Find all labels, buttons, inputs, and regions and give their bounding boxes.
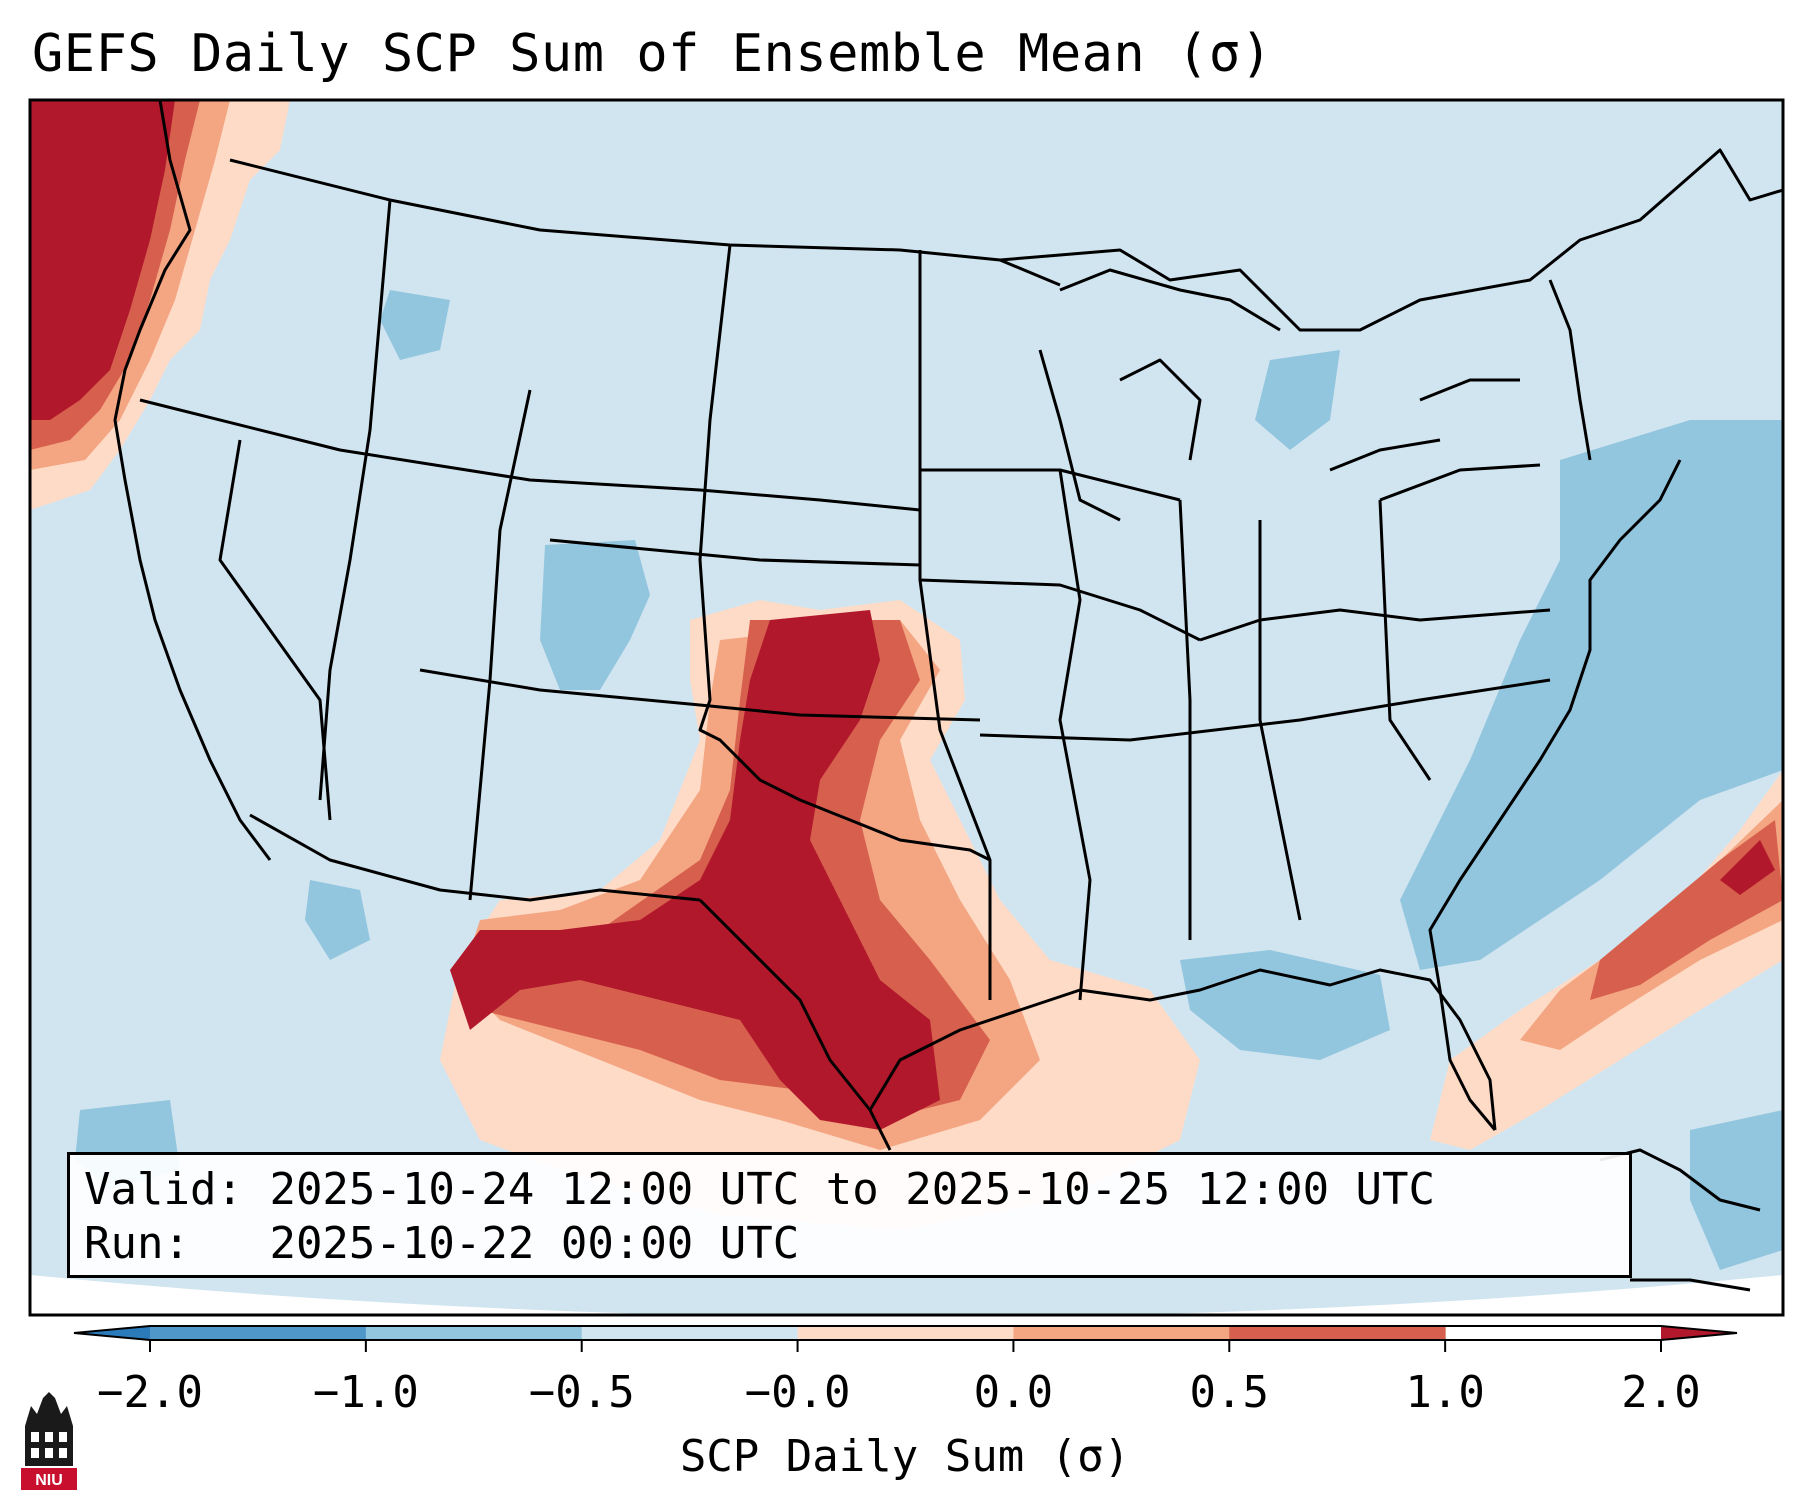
texas-strong-positive [450, 610, 940, 1130]
lake-superior-shore [1059, 268, 1281, 332]
mississippi-line [1058, 469, 1092, 1001]
map-title: GEFS Daily SCP Sum of Ensemble Mean (σ) [32, 24, 1273, 84]
new-england-line [1548, 279, 1592, 461]
alabama-west-line [1178, 499, 1192, 940]
colorbar-segment [797, 1326, 1014, 1340]
mexico-border-west [249, 813, 701, 902]
atlantic-coastline [1428, 459, 1682, 1131]
hispaniola-outline [1630, 1278, 1751, 1292]
lake-erie-shore [1329, 438, 1441, 472]
northeast-border [999, 148, 1783, 332]
montana-negative [380, 290, 450, 360]
run-line: Run: 2025-10-22 00:00 UTC [84, 1217, 799, 1271]
tennessee-line [979, 678, 1551, 742]
atlantic-negative-area [1400, 420, 1783, 970]
lake-ontario-shore [1419, 378, 1520, 402]
state-line-42 [139, 398, 921, 512]
valid-value: 2025-10-24 12:00 UTC to 2025-10-25 12:00… [269, 1164, 1436, 1215]
valid-label: Valid: [84, 1164, 243, 1215]
run-value: 2025-10-22 00:00 UTC [269, 1218, 800, 1269]
nevada-west-line [218, 439, 332, 821]
state-line-37 [419, 668, 981, 722]
utah-colorado-line [468, 389, 532, 901]
pacific-coastline [113, 100, 272, 861]
gulf-coastline [868, 968, 1497, 1131]
boundaries [113, 100, 1783, 1292]
colorbar-segment [1013, 1326, 1230, 1340]
atlantic-strong-positive [1720, 840, 1775, 895]
missouri-line [919, 578, 1201, 642]
colorbar-tick-label: −2.0 [97, 1367, 203, 1418]
ohio-river-line [1199, 608, 1551, 642]
colorado-negative [540, 540, 650, 690]
colorbar [73, 1325, 1738, 1352]
gulf-negative [1180, 950, 1390, 1060]
colorbar-tick-label: 2.0 [1621, 1367, 1701, 1418]
colorbar-tick-label: 1.0 [1405, 1367, 1485, 1418]
georgia-line [1258, 520, 1302, 921]
colorado-north-line [549, 538, 921, 567]
colorbar-tick-label: 0.0 [973, 1367, 1054, 1418]
carolina-line [1378, 499, 1432, 781]
plot-frame [28, 98, 1785, 1317]
run-label: Run: [84, 1218, 190, 1269]
colorbar-label: SCP Daily Sum (σ) [679, 1431, 1131, 1482]
penn-line [1379, 463, 1541, 502]
colorbar-segment [581, 1326, 799, 1340]
colorbar-segment [1229, 1326, 1446, 1340]
caribbean-negative [1690, 1110, 1783, 1270]
colorbar-tick-label: −0.5 [528, 1367, 635, 1418]
valid-line: Valid: 2025-10-24 12:00 UTC to 2025-10-2… [84, 1163, 1435, 1217]
pnw-strong-positive [30, 100, 175, 420]
michigan-negative [1255, 350, 1340, 450]
colorbar-tick-label: −0.0 [744, 1367, 851, 1418]
lake-michigan-shore [1038, 349, 1121, 522]
michigan-shore [1119, 358, 1202, 461]
texas-rio-grande [698, 898, 892, 1151]
niu-logo-icon: NIU [21, 1392, 77, 1490]
atlantic-moderate-positive [1590, 820, 1783, 1000]
scp-field [30, 100, 1783, 1315]
idaho-nevada-line [318, 199, 392, 801]
baja-negative [305, 880, 370, 960]
colorbar-extend-high [1661, 1326, 1737, 1340]
colorbar-extend-low [74, 1326, 150, 1340]
svg-text:NIU: NIU [35, 1472, 63, 1489]
plains-line [698, 244, 991, 862]
colorbar-segment [365, 1326, 583, 1340]
colorbar-tick-label: 0.5 [1189, 1367, 1270, 1418]
colorbar-segment [150, 1326, 367, 1340]
colorbar-tick-label: −1.0 [312, 1367, 419, 1418]
info-box: Valid: 2025-10-24 12:00 UTC to 2025-10-2… [67, 1152, 1632, 1278]
